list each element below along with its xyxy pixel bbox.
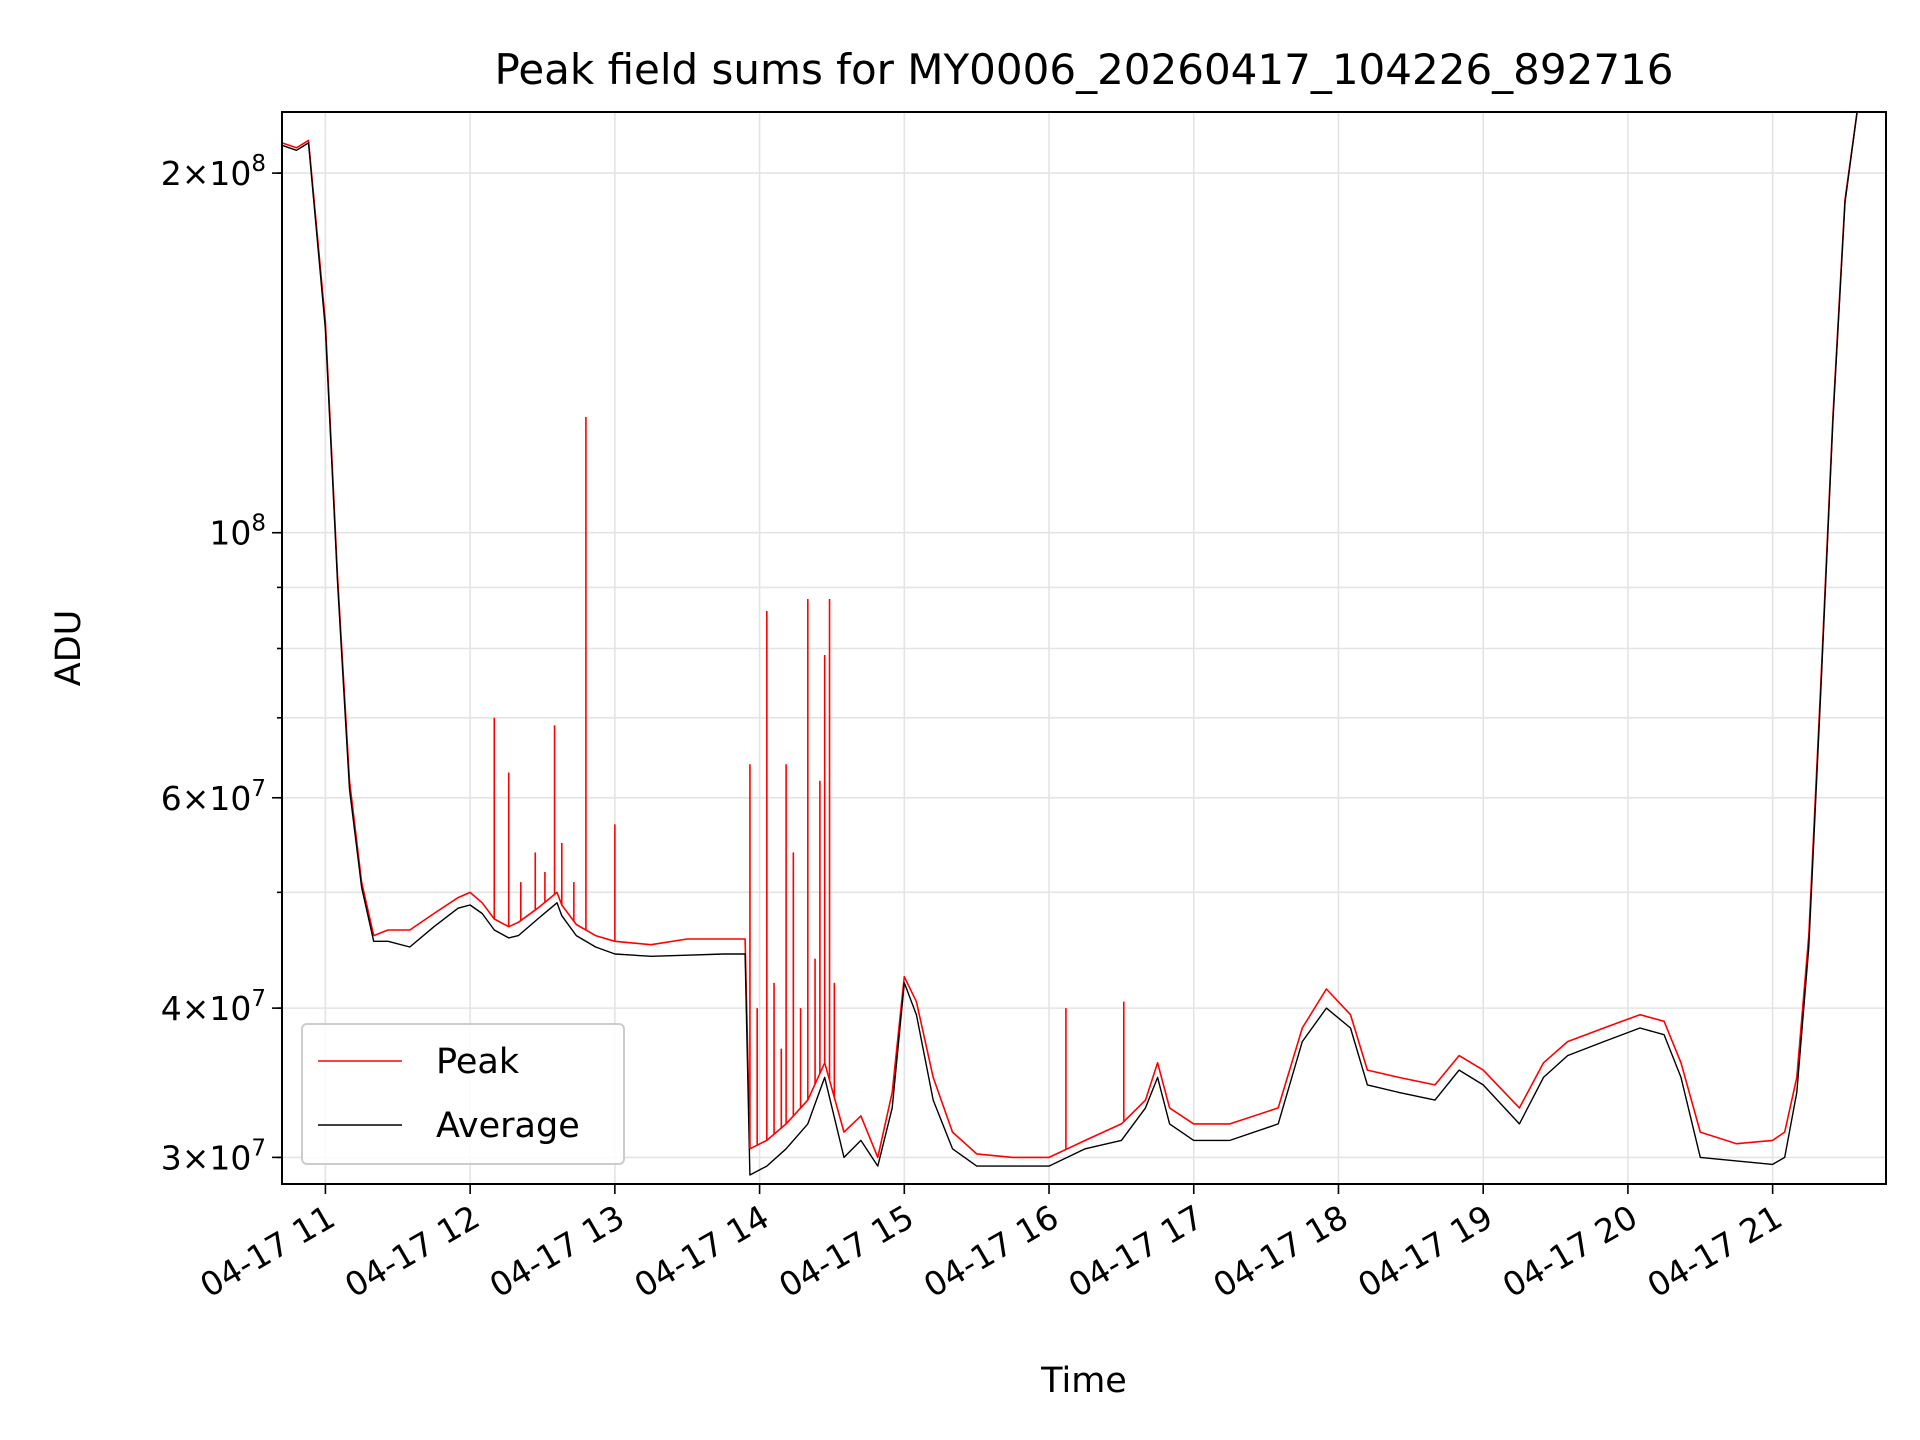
chart-title: Peak field sums for MY0006_20260417_1042… xyxy=(494,45,1673,94)
legend-box xyxy=(301,1023,625,1165)
y-tick-label: 4×107 xyxy=(161,986,266,1028)
x-axis-label: Time xyxy=(1040,1361,1127,1401)
series-line-peak xyxy=(281,111,1886,1159)
legend: Peak Average xyxy=(301,1023,625,1165)
y-axis-label: ADU xyxy=(49,610,89,687)
y-tick-label: 108 xyxy=(209,511,266,553)
grid-lines xyxy=(282,112,1886,1184)
legend-label-average: Average xyxy=(436,1106,580,1146)
series-line-average xyxy=(281,111,1886,1176)
y-tick-label: 6×107 xyxy=(161,776,266,818)
y-tick-label: 3×107 xyxy=(161,1135,266,1177)
plot-series xyxy=(281,111,1886,1176)
y-tick-label: 2×108 xyxy=(161,151,266,193)
legend-label-peak: Peak xyxy=(436,1042,520,1082)
